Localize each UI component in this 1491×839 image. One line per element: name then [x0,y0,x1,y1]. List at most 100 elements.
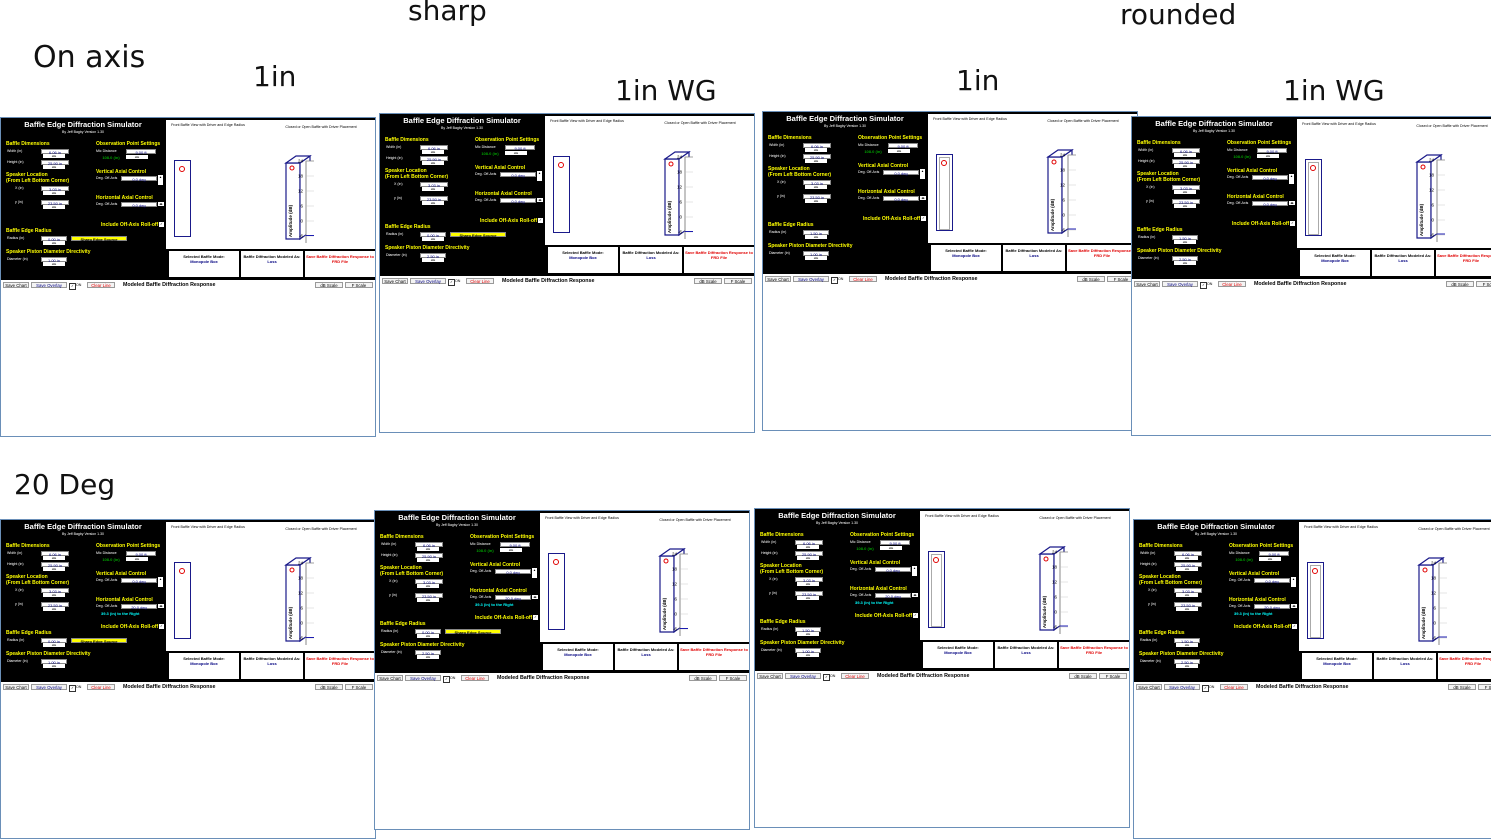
save-overlay-button[interactable]: Save Overlay [31,684,67,690]
horizontal-scroll[interactable]: ◂▸ [532,595,538,599]
stepper-buttons[interactable]: ◂ ▸ [1176,593,1198,597]
stepper-buttons[interactable]: ◂ ▸ [422,237,444,241]
y-field[interactable]: 23.50 in [41,200,69,206]
save-chart-button[interactable]: Save Chart [377,675,403,681]
stepper-buttons[interactable]: ◂ ▸ [805,185,827,189]
db-scale-button[interactable]: dB Scale [1446,281,1474,287]
radius-field[interactable]: 1.50 in [1174,638,1200,644]
vertical-deg-field[interactable]: 0.0 deg [500,172,536,178]
horizontal-scroll[interactable]: ◂▸ [158,202,164,206]
diameter-field[interactable]: 2.50 in [415,650,441,656]
vertical-scrollbar[interactable]: ▴ [1291,577,1296,587]
include-rolloff-checkbox[interactable]: ✓ [921,216,926,221]
horizontal-deg-field[interactable]: 0.0 deg [121,202,157,208]
save-frd-button[interactable]: Save Baffle Diffraction Response to FRD … [679,644,749,670]
horizontal-deg-field[interactable]: 20.0 deg [875,593,911,599]
save-overlay-button[interactable]: Save Overlay [1162,281,1198,287]
include-rolloff-checkbox[interactable]: ✓ [538,218,543,223]
width-field[interactable]: 6.06 in [803,143,831,149]
save-chart-button[interactable]: Save Chart [3,282,29,288]
stepper-buttons[interactable]: ◂ ▸ [417,655,439,659]
stepper-buttons[interactable]: ◂ ▸ [805,199,827,203]
overlay-on-checkbox[interactable]: ✓ [448,279,455,286]
save-overlay-button[interactable]: Save Overlay [1164,684,1200,690]
vertical-deg-field[interactable]: 0.0 deg [121,578,157,584]
stepper-buttons[interactable]: ◂ ▸ [1174,261,1196,265]
radius-field[interactable]: 0.00 in [41,638,67,644]
y-field[interactable]: 23.50 in [41,602,69,608]
height-field[interactable]: 25.90 in [41,160,69,166]
stepper-buttons[interactable]: ◂ ▸ [43,567,65,571]
horizontal-deg-field[interactable]: 0.0 deg [500,198,536,204]
mic-distance-field[interactable]: 9.00 ft [888,143,918,149]
y-field[interactable]: 23.50 in [795,591,823,597]
stepper-buttons[interactable]: ◂ ▸ [422,161,444,165]
stepper-buttons[interactable]: ◂ ▸ [888,149,910,153]
stepper-buttons[interactable]: ◂ ▸ [797,582,819,586]
clear-line-button[interactable]: Clear Line [87,282,115,288]
clear-line-button[interactable]: Clear Line [461,675,489,681]
vertical-deg-field[interactable]: 0.0 deg [1252,175,1288,181]
clear-line-button[interactable]: Clear Line [1218,281,1246,287]
mic-distance-field[interactable]: 9.00 ft [505,145,535,151]
stepper-buttons[interactable]: ◂ ▸ [417,634,439,638]
stepper-buttons[interactable]: ◂ ▸ [1174,164,1196,168]
radius-field[interactable]: 1.50 in [795,627,821,633]
save-frd-button[interactable]: Save Baffle Diffraction Response to FRD … [1059,642,1129,668]
f-scale-button[interactable]: F Scale [1478,684,1491,690]
stepper-buttons[interactable]: ◂ ▸ [1257,154,1279,158]
save-overlay-button[interactable]: Save Overlay [31,282,67,288]
vertical-deg-field[interactable]: 0.0 deg [883,170,919,176]
diameter-field[interactable]: 2.50 in [1172,256,1198,262]
stepper-buttons[interactable]: ◂ ▸ [43,205,65,209]
f-scale-button[interactable]: F Scale [345,684,373,690]
save-frd-button[interactable]: Save Baffle Diffraction Response to FRD … [1067,245,1137,271]
stepper-buttons[interactable]: ◂ ▸ [43,643,65,647]
overlay-on-checkbox[interactable]: ✓ [823,674,830,681]
stepper-buttons[interactable]: ◂ ▸ [805,148,827,152]
f-scale-button[interactable]: F Scale [1476,281,1491,287]
db-scale-button[interactable]: dB Scale [694,278,722,284]
db-scale-button[interactable]: dB Scale [1077,276,1105,282]
stepper-buttons[interactable]: ◂ ▸ [1174,190,1196,194]
height-field[interactable]: 25.90 in [1174,562,1202,568]
overlay-on-checkbox[interactable]: ✓ [831,277,838,284]
clear-line-button[interactable]: Clear Line [841,673,869,679]
diameter-field[interactable]: 1.00 in [41,659,67,665]
vertical-scrollbar[interactable]: ▴ [532,568,537,578]
save-frd-button[interactable]: Save Baffle Diffraction Response to FRD … [1436,250,1491,276]
y-field[interactable]: 23.50 in [415,593,443,599]
f-scale-button[interactable]: F Scale [719,675,747,681]
stepper-buttons[interactable]: ◂ ▸ [43,191,65,195]
stepper-buttons[interactable]: ◂ ▸ [126,557,148,561]
stepper-buttons[interactable]: ◂ ▸ [1176,664,1198,668]
radius-field[interactable]: 0.00 in [415,629,441,635]
diameter-field[interactable]: 2.50 in [420,253,446,259]
save-frd-button[interactable]: Save Baffle Diffraction Response to FRD … [1438,653,1491,679]
stepper-buttons[interactable]: ◂ ▸ [1174,153,1196,157]
stepper-buttons[interactable]: ◂ ▸ [417,558,439,562]
mic-distance-field[interactable]: 9.00 ft [1257,148,1287,154]
horizontal-deg-field[interactable]: 0.0 deg [883,196,919,202]
height-field[interactable]: 25.90 in [420,156,448,162]
y-field[interactable]: 23.50 in [420,196,448,202]
x-field[interactable]: 3.03 in [795,577,823,583]
vertical-deg-field[interactable]: 0.0 deg [875,567,911,573]
save-chart-button[interactable]: Save Chart [765,276,791,282]
stepper-buttons[interactable]: ◂ ▸ [422,201,444,205]
diameter-field[interactable]: 1.00 in [803,251,829,257]
overlay-on-checkbox[interactable]: ✓ [1202,685,1209,692]
db-scale-button[interactable]: dB Scale [315,684,343,690]
stepper-buttons[interactable]: ◂ ▸ [43,154,65,158]
stepper-buttons[interactable]: ◂ ▸ [505,151,527,155]
clear-line-button[interactable]: Clear Line [87,684,115,690]
include-rolloff-checkbox[interactable]: ✓ [533,615,538,620]
stepper-buttons[interactable]: ◂ ▸ [1176,643,1198,647]
stepper-buttons[interactable]: ◂ ▸ [422,187,444,191]
x-field[interactable]: 3.03 in [420,182,448,188]
vertical-scrollbar[interactable]: ▴ [158,577,163,587]
f-scale-button[interactable]: F Scale [1099,673,1127,679]
save-chart-button[interactable]: Save Chart [1134,281,1160,287]
vertical-deg-field[interactable]: 0.0 deg [121,176,157,182]
radius-field[interactable]: 0.00 in [41,236,67,242]
